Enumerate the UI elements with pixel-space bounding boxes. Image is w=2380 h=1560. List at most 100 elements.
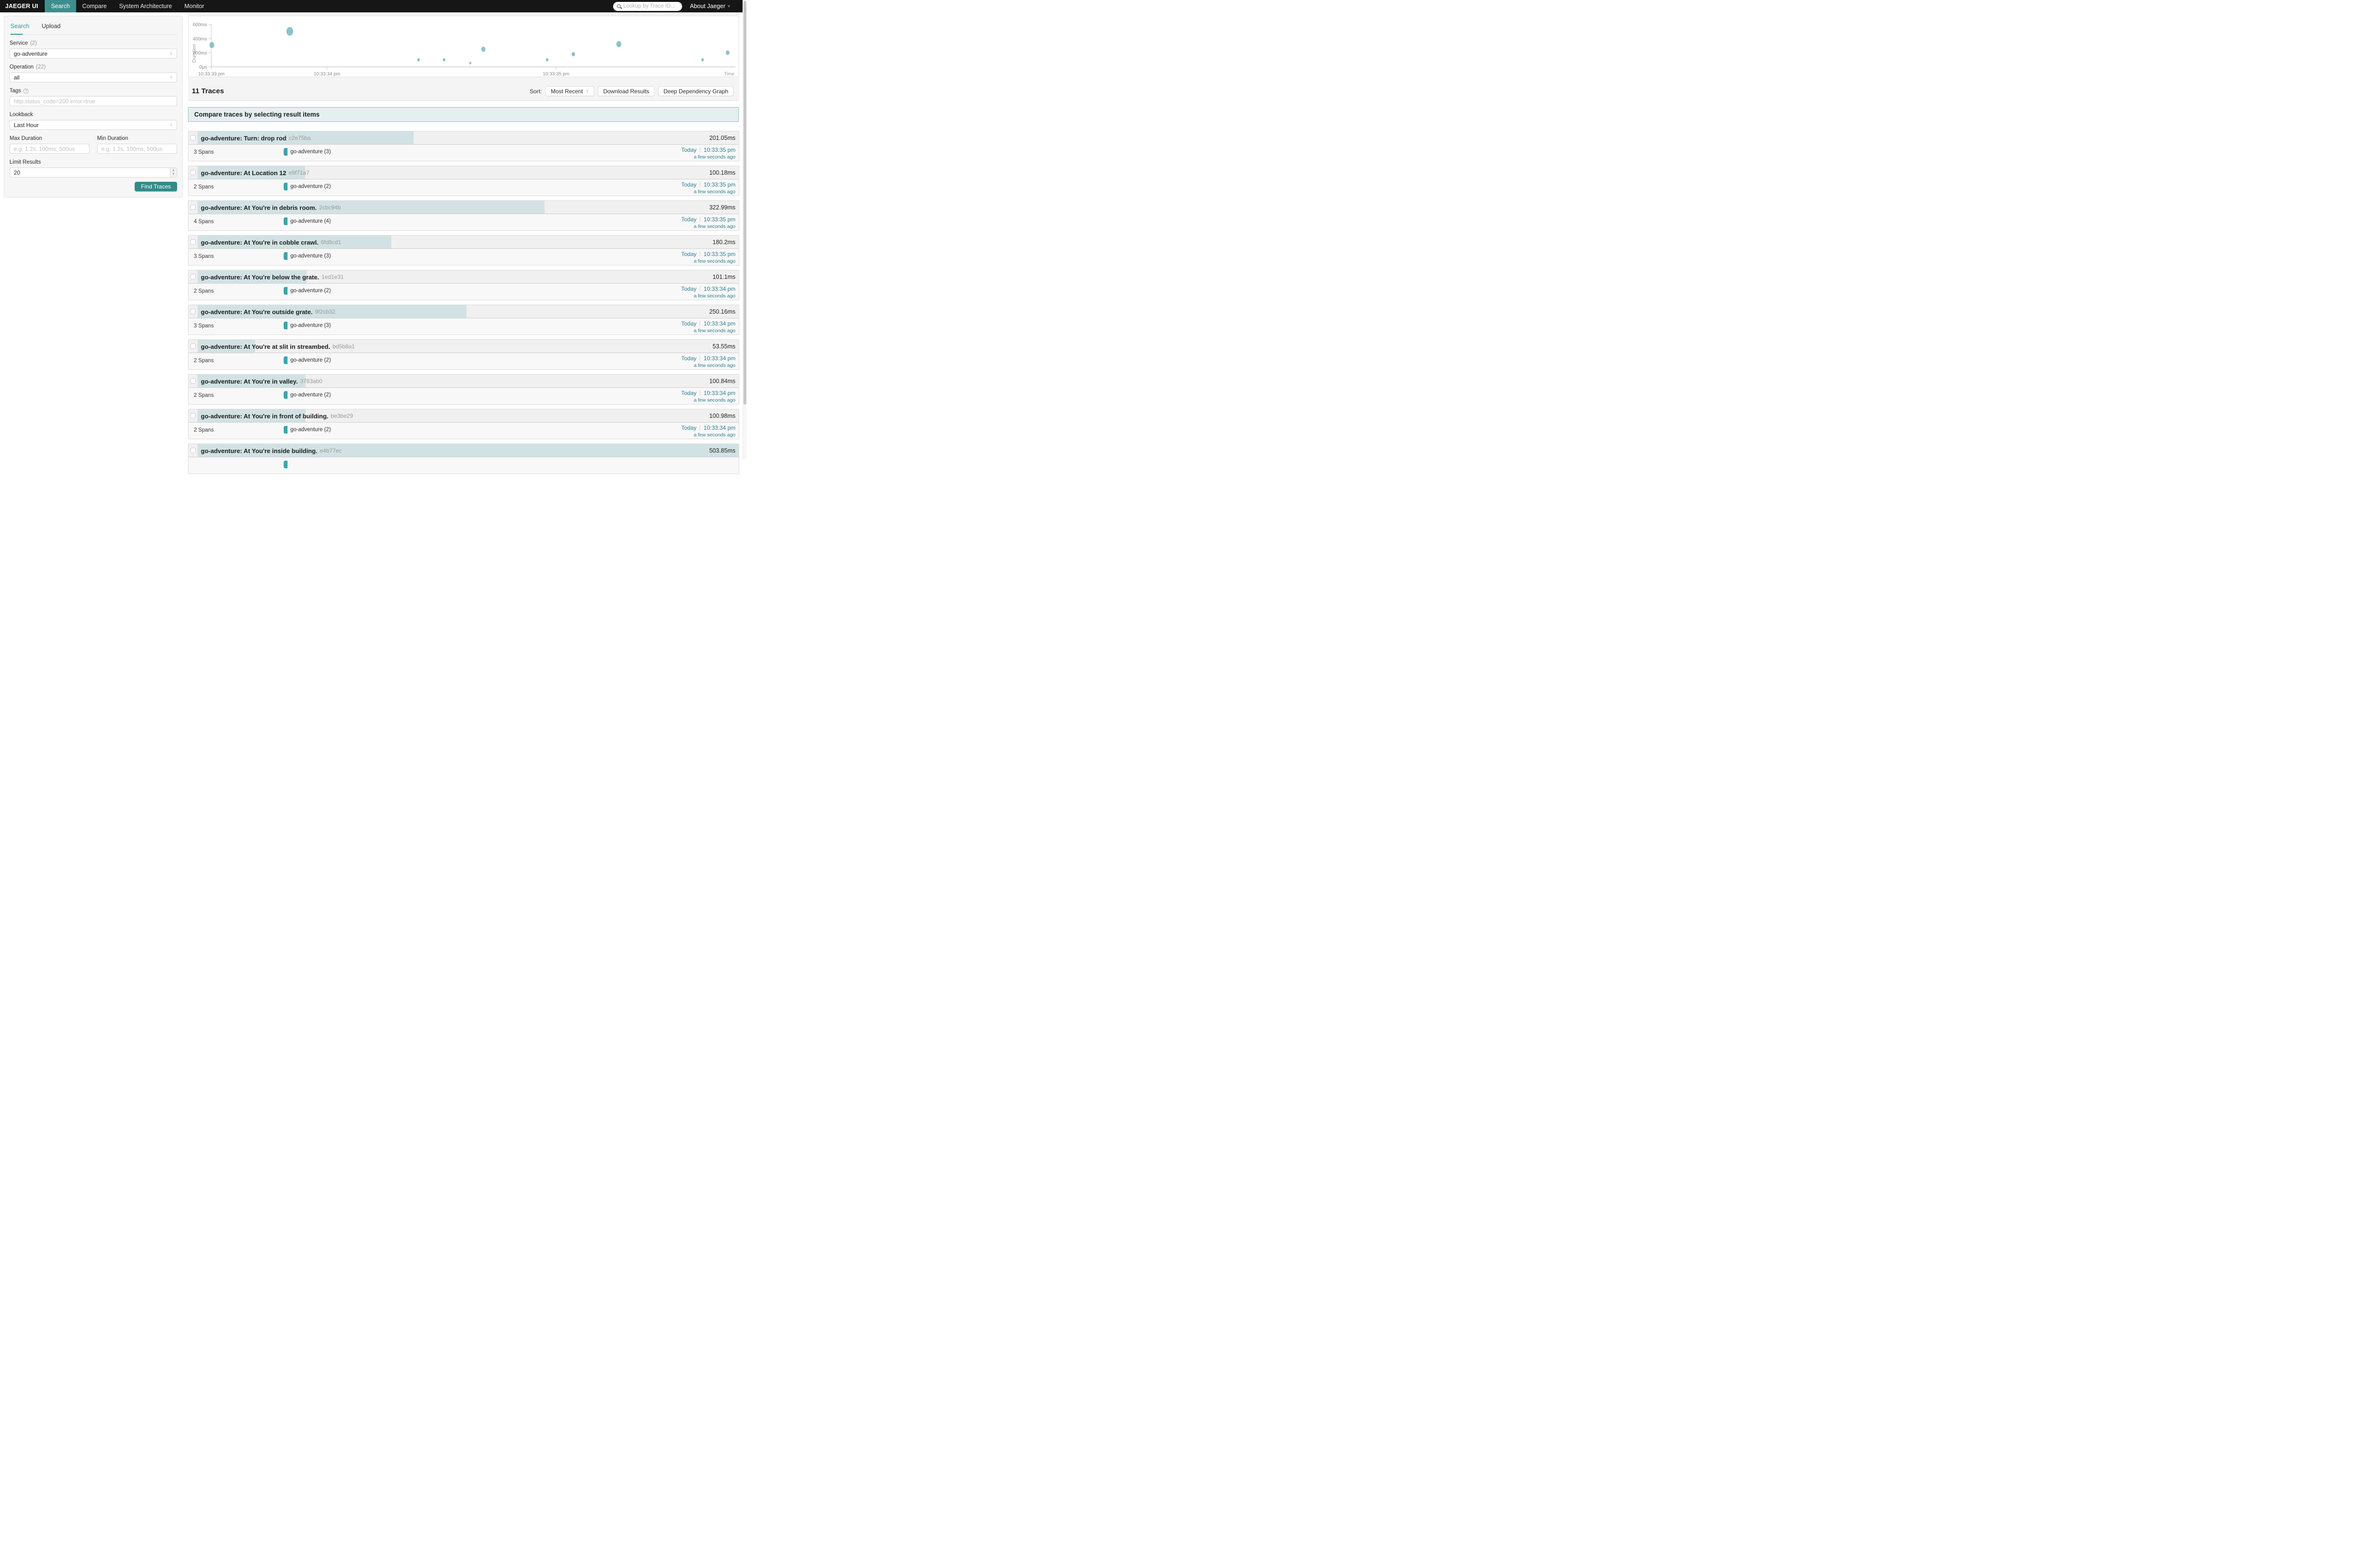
duration-bar — [198, 236, 392, 248]
trace-select-checkbox[interactable] — [190, 205, 196, 210]
nav-item-compare[interactable]: Compare — [82, 3, 107, 10]
max-duration-field[interactable] — [10, 144, 89, 154]
trace-scatter-dot[interactable] — [443, 58, 446, 61]
tags-label: Tags ? — [10, 88, 177, 94]
svg-text:10:33:33 pm: 10:33:33 pm — [198, 72, 225, 77]
trace-day-link[interactable]: Today — [681, 251, 697, 257]
limit-results-input[interactable] — [14, 169, 170, 176]
trace-result-row[interactable]: go-adventure: At You're in front of buil… — [188, 409, 739, 439]
tags-field[interactable] — [10, 96, 177, 106]
trace-select-checkbox[interactable] — [190, 413, 196, 418]
trace-scatter-dot[interactable] — [209, 42, 215, 48]
tab-upload[interactable]: Upload — [41, 23, 61, 30]
trace-select-checkbox[interactable] — [190, 274, 196, 279]
service-label: Service (2) — [10, 40, 37, 46]
trace-day-link[interactable]: Today — [681, 147, 697, 153]
min-duration-input[interactable] — [101, 145, 173, 152]
help-icon[interactable]: ? — [23, 88, 29, 94]
chevron-down-icon: ∨ — [169, 122, 173, 127]
trace-result-row[interactable]: go-adventure: At You're below the grate.… — [188, 270, 739, 300]
trace-title: go-adventure: At You're in cobble crawl. — [201, 238, 318, 246]
trace-day-link[interactable]: Today — [681, 286, 697, 292]
trace-select-checkbox[interactable] — [190, 309, 196, 314]
about-jaeger-menu[interactable]: About Jaeger ˅ — [690, 3, 730, 10]
trace-time-link[interactable]: 10:33:35 pm — [704, 216, 735, 223]
trace-scatter-dot[interactable] — [469, 61, 472, 65]
trace-time-link[interactable]: 10:33:35 pm — [704, 181, 735, 188]
trace-scatter-dot[interactable] — [616, 41, 622, 48]
trace-scatter-dot[interactable] — [701, 58, 704, 62]
trace-title: go-adventure: At You're below the grate. — [201, 273, 319, 281]
trace-scatter-dot[interactable] — [545, 58, 549, 61]
trace-result-row[interactable]: go-adventure: At You're in debris room. … — [188, 200, 739, 231]
trace-scatter-dot[interactable] — [286, 27, 294, 36]
trace-result-row[interactable]: go-adventure: At You're outside grate. 9… — [188, 305, 739, 335]
limit-results-stepper[interactable]: ∧∨ — [10, 168, 177, 178]
max-duration-input[interactable] — [14, 145, 85, 152]
trace-select-checkbox[interactable] — [190, 239, 196, 245]
trace-result-row[interactable]: go-adventure: At You're in cobble crawl.… — [188, 235, 739, 266]
trace-time-link[interactable]: 10:33:34 pm — [704, 286, 735, 292]
operation-select[interactable]: all ∨ — [10, 72, 177, 82]
service-tag: go-adventure (3) — [284, 148, 331, 156]
find-traces-button[interactable]: Find Traces — [135, 182, 177, 191]
scrollbar-thumb[interactable] — [744, 1, 746, 405]
trace-select-checkbox[interactable] — [190, 448, 196, 453]
trace-day-link[interactable]: Today — [681, 425, 697, 431]
tab-search[interactable]: Search — [10, 23, 30, 30]
trace-time-link[interactable]: 10:33:34 pm — [704, 320, 735, 327]
trace-row-header: go-adventure: At You're in valley. 3783a… — [188, 375, 739, 388]
trace-row-header: go-adventure: At You're outside grate. 9… — [188, 305, 739, 318]
trace-time-link[interactable]: 10:33:35 pm — [704, 147, 735, 153]
trace-select-checkbox[interactable] — [190, 135, 196, 140]
trace-result-row[interactable]: go-adventure: At Location 12 e9f71a7 100… — [188, 166, 739, 196]
app-logo: JAEGER UI — [5, 3, 39, 10]
trace-day-link[interactable]: Today — [681, 181, 697, 188]
trace-result-row[interactable]: go-adventure: At You're in valley. 3783a… — [188, 374, 739, 405]
trace-duration: 100.84ms — [709, 378, 735, 385]
scatter-svg: 0μs 200ms 400ms 600ms Duration 10:33:33 pm 10:… — [191, 22, 735, 77]
trace-time-link[interactable]: 10:33:35 pm — [704, 251, 735, 257]
duration-scatter-plot[interactable]: 0μs 200ms 400ms 600ms Duration 10:33:33 pm 10:… — [188, 16, 739, 77]
trace-time-link[interactable]: 10:33:34 pm — [704, 390, 735, 396]
trace-select-checkbox[interactable] — [190, 344, 196, 349]
nav-item-system-architecture[interactable]: System Architecture — [119, 3, 172, 10]
trace-day-link[interactable]: Today — [681, 216, 697, 223]
deep-dependency-graph-button[interactable]: Deep Dependency Graph — [658, 86, 734, 96]
trace-id-search[interactable] — [613, 1, 683, 11]
trace-select-checkbox[interactable] — [190, 378, 196, 384]
nav-item-monitor[interactable]: Monitor — [184, 3, 205, 10]
min-duration-field[interactable] — [97, 144, 177, 154]
service-select[interactable]: go-adventure ∨ — [10, 49, 177, 59]
trace-day-link[interactable]: Today — [681, 320, 697, 327]
trace-row-body: 3 Spans go-adventure (3) Today 10:33:34 … — [188, 318, 739, 335]
tags-input[interactable] — [14, 98, 173, 105]
trace-result-row[interactable]: go-adventure: At You're inside building.… — [188, 444, 739, 474]
span-count: 3 Spans — [194, 149, 214, 155]
trace-scatter-dot[interactable] — [571, 52, 575, 57]
lookback-select[interactable]: Last Hour ∨ — [10, 120, 177, 130]
service-color-block — [284, 322, 288, 329]
trace-scatter-dot[interactable] — [725, 50, 730, 55]
trace-relative-time: a few seconds ago — [694, 328, 735, 334]
trace-result-row[interactable]: go-adventure: At You're at slit in strea… — [188, 339, 739, 370]
trace-id: 6fd8cd1 — [321, 239, 341, 246]
sort-select[interactable]: Most Recent ∨ — [545, 86, 595, 96]
trace-day-link[interactable]: Today — [681, 390, 697, 396]
trace-select-checkbox[interactable] — [190, 170, 196, 175]
service-color-block — [284, 461, 288, 468]
trace-title: go-adventure: At You're outside grate. — [201, 308, 313, 316]
trace-relative-time: a few seconds ago — [694, 293, 735, 299]
trace-id-input[interactable] — [623, 3, 676, 9]
nav-item-search[interactable]: Search — [45, 0, 76, 12]
trace-scatter-dot[interactable] — [481, 46, 486, 52]
trace-day-link[interactable]: Today — [681, 355, 697, 362]
trace-time-link[interactable]: 10:33:34 pm — [704, 425, 735, 431]
trace-time-link[interactable]: 10:33:34 pm — [704, 355, 735, 362]
download-results-button[interactable]: Download Results — [598, 86, 654, 96]
trace-scatter-dot[interactable] — [417, 58, 420, 61]
trace-duration: 503.85ms — [709, 447, 735, 454]
number-stepper-icons[interactable]: ∧ ∨ — [169, 168, 177, 177]
trace-result-row[interactable]: go-adventure: Turn: drop rod c2e75ba 201… — [188, 131, 739, 161]
trace-relative-time: a few seconds ago — [694, 154, 735, 160]
